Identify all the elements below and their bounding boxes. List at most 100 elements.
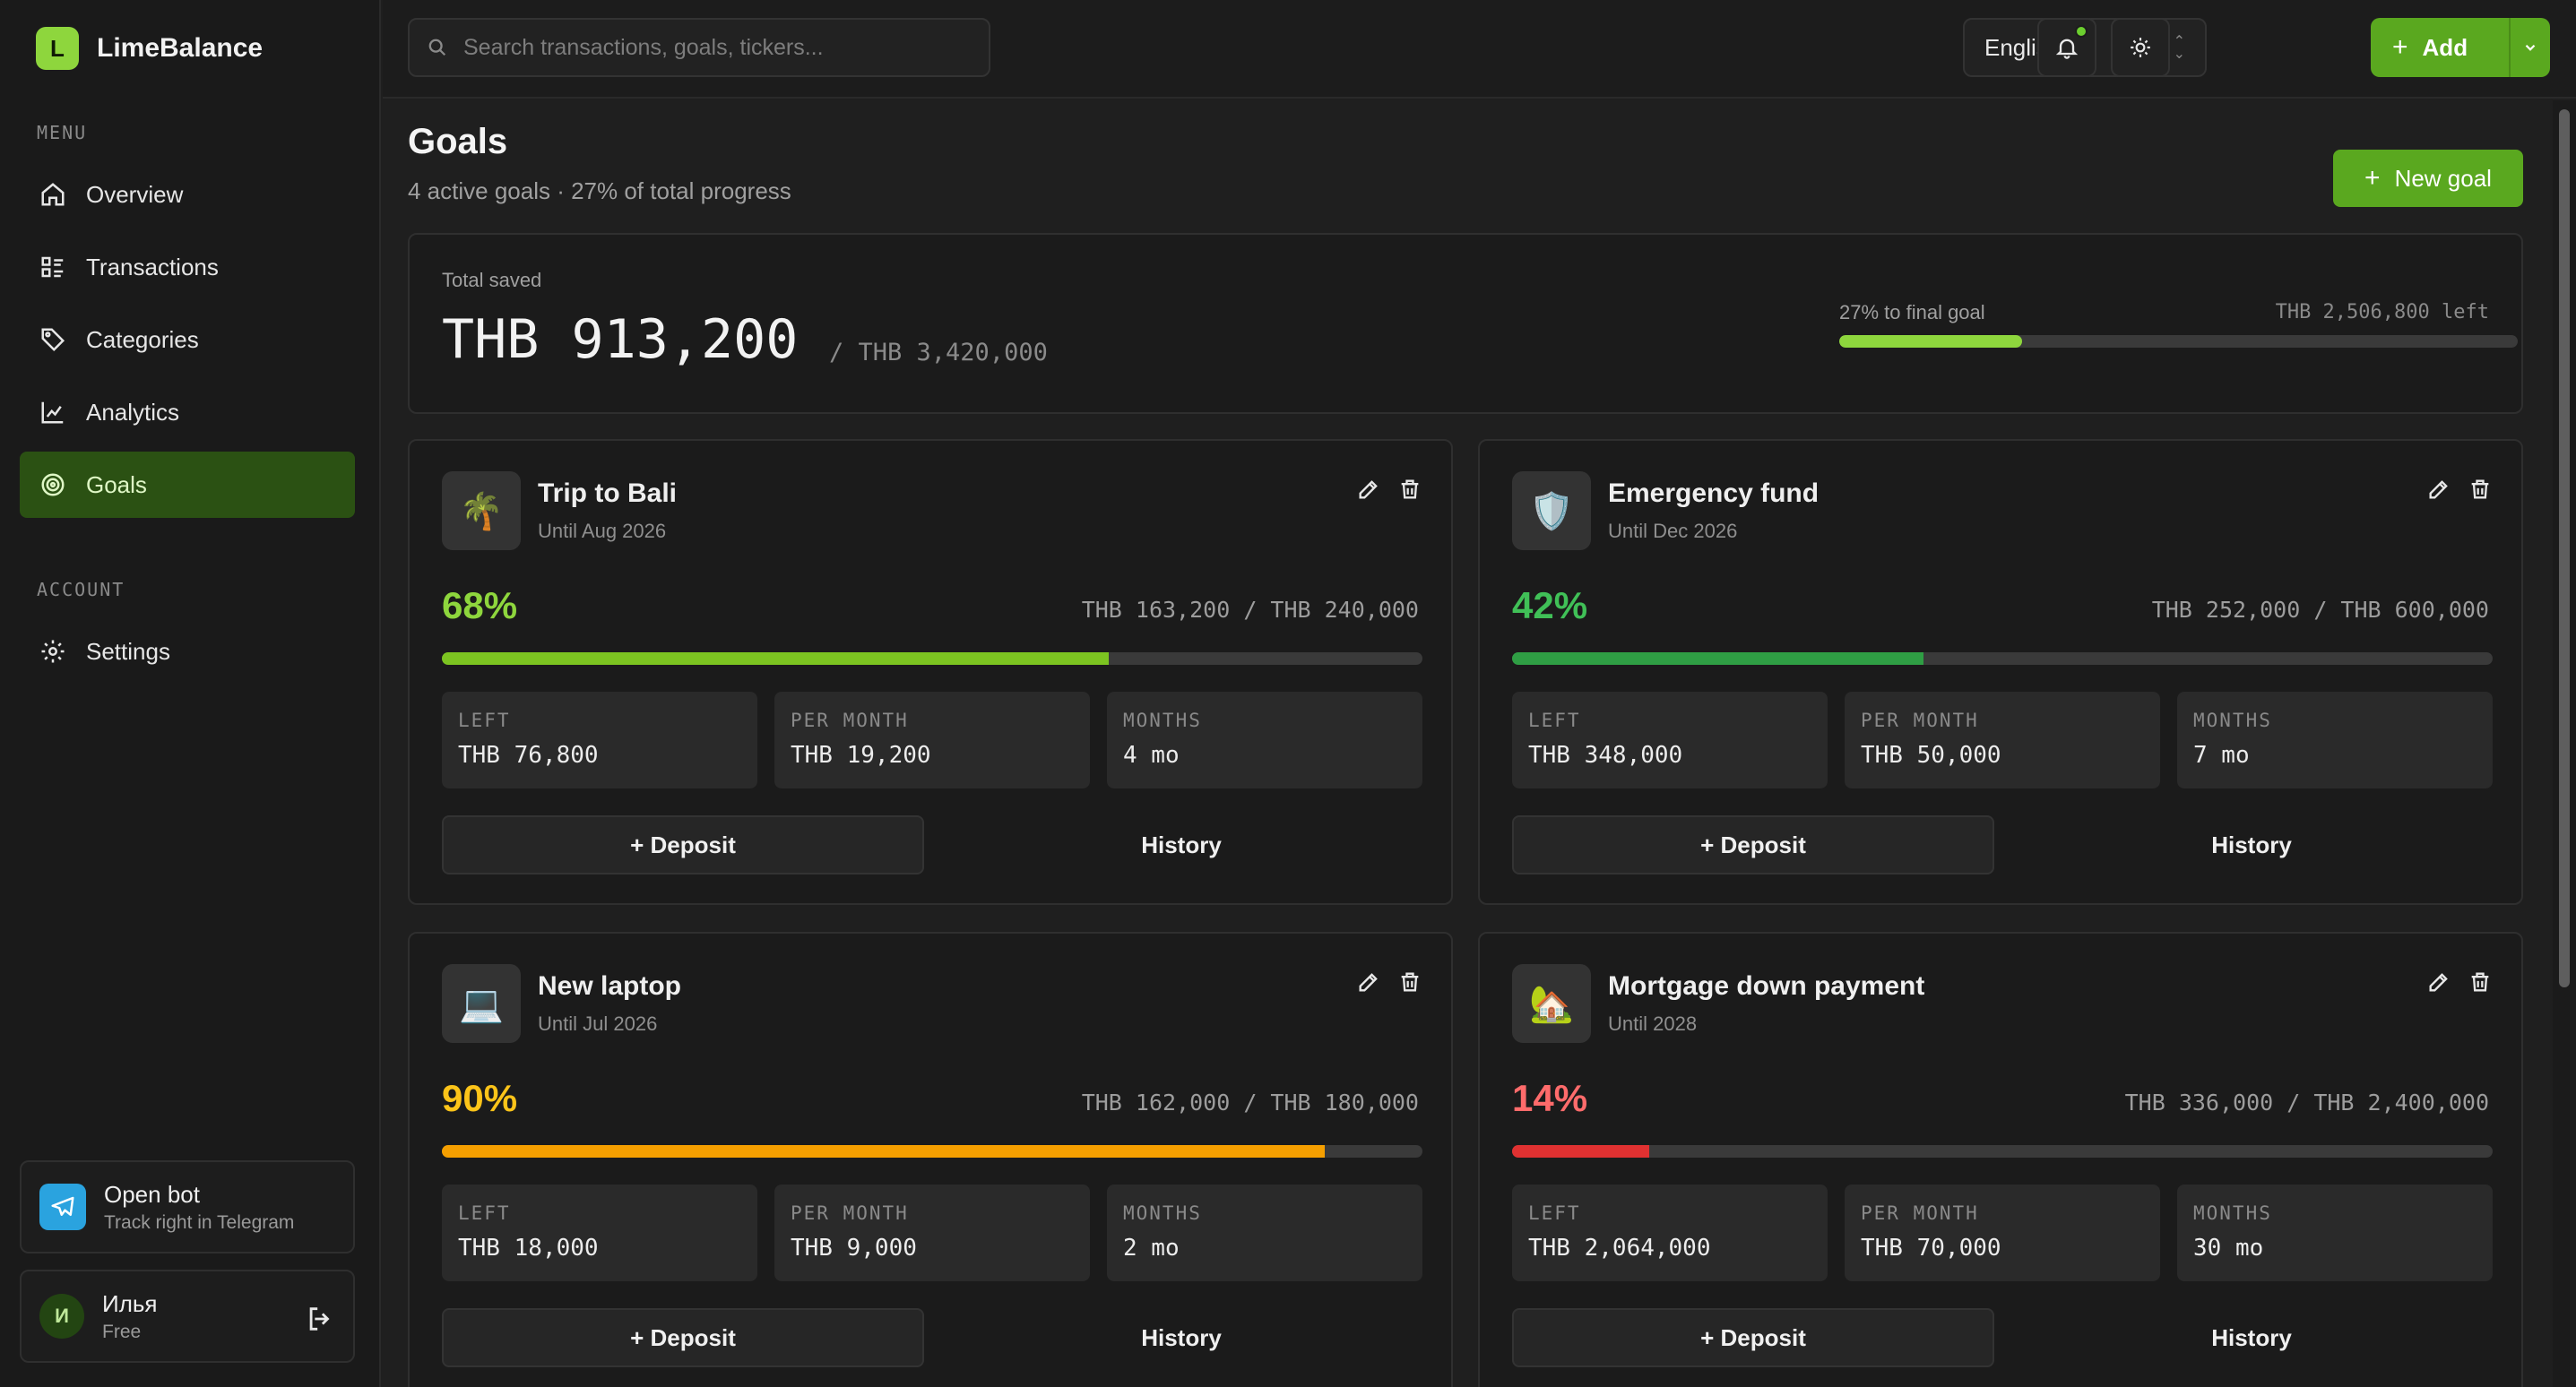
goal-progress-fill (1512, 1145, 1650, 1158)
user-name: Илья (102, 1289, 158, 1317)
goal-name: New laptop (538, 971, 682, 1001)
deposit-button[interactable]: + Deposit (442, 815, 924, 874)
deposit-button[interactable]: + Deposit (1512, 1308, 1994, 1367)
search-input[interactable]: Search transactions, goals, tickers... (408, 18, 990, 77)
sidebar-item-goals[interactable]: Goals (20, 452, 355, 518)
goal-emoji-icon: 🛡️ (1512, 471, 1591, 550)
add-dropdown-button[interactable] (2509, 18, 2550, 77)
sidebar-item-transactions[interactable]: Transactions (20, 234, 355, 300)
theme-toggle-button[interactable] (2111, 18, 2170, 77)
sidebar-item-categories[interactable]: Categories (20, 306, 355, 373)
goal-name: Mortgage down payment (1608, 971, 1925, 1001)
edit-icon[interactable] (2426, 477, 2451, 502)
goal-amounts: THB 336,000 / THB 2,400,000 (2124, 1090, 2489, 1116)
goal-amounts: THB 252,000 / THB 600,000 (2151, 597, 2489, 623)
stat-months: MONTHS 4 mo (1107, 692, 1422, 788)
add-button[interactable]: + Add (2371, 18, 2550, 77)
goal-deadline: Until 2028 (1608, 1012, 1698, 1035)
goal-card: 💻 New laptop Until Jul 2026 90% THB 162,… (408, 932, 1453, 1387)
add-label: Add (2422, 33, 2468, 61)
sidebar-item-label: Overview (86, 180, 184, 208)
user-plan: Free (102, 1321, 142, 1342)
goal-percent: 90% (442, 1077, 518, 1119)
sidebar-item-label: Goals (86, 470, 147, 498)
deposit-button[interactable]: + Deposit (1512, 815, 1994, 874)
plus-icon: + (2392, 32, 2408, 62)
goal-card: 🛡️ Emergency fund Until Dec 2026 42% THB… (1478, 439, 2523, 905)
trash-icon[interactable] (2468, 477, 2493, 502)
history-button[interactable]: History (2211, 831, 2292, 858)
goal-progress-bar (1512, 1145, 2493, 1158)
goal-progress-bar (1512, 652, 2493, 665)
total-left-text: THB 2,506,800 left (2275, 301, 2489, 323)
list-icon (41, 256, 64, 278)
sidebar-item-settings[interactable]: Settings (20, 618, 355, 685)
new-goal-button[interactable]: + New goal (2333, 150, 2523, 207)
chart-icon (41, 401, 64, 424)
scrollbar-thumb[interactable] (2559, 109, 2570, 987)
sidebar-item-label: Transactions (86, 253, 219, 280)
bot-subtitle: Track right in Telegram (104, 1211, 295, 1233)
sidebar-item-overview[interactable]: Overview (20, 161, 355, 228)
goal-deadline: Until Aug 2026 (538, 520, 667, 542)
total-label: Total saved (442, 269, 542, 291)
goal-progress-bar (442, 652, 1422, 665)
edit-icon[interactable] (1356, 969, 1381, 995)
brand[interactable]: L LimeBalance (36, 27, 263, 70)
goal-card: 🌴 Trip to Bali Until Aug 2026 68% THB 16… (408, 439, 1453, 905)
plus-icon: + (2364, 163, 2381, 193)
stat-per-month: PER MONTH THB 70,000 (1845, 1185, 2160, 1281)
stat-months: MONTHS 7 mo (2177, 692, 2493, 788)
goal-emoji-icon: 🌴 (442, 471, 521, 550)
history-button[interactable]: History (2211, 1323, 2292, 1351)
sidebar: L LimeBalance MENU Overview Transactions… (0, 0, 381, 1387)
main-content: Goals 4 active goals · 27% of total prog… (383, 100, 2552, 1387)
page-subtitle: 4 active goals · 27% of total progress (408, 177, 791, 204)
notifications-button[interactable] (2037, 18, 2096, 77)
chevron-down-icon (2525, 44, 2536, 51)
trash-icon[interactable] (2468, 969, 2493, 995)
deposit-button[interactable]: + Deposit (442, 1308, 924, 1367)
goal-amounts: THB 162,000 / THB 180,000 (1081, 1090, 1419, 1116)
search-icon (428, 39, 446, 56)
bot-title: Open bot (104, 1180, 200, 1208)
stat-left: LEFT THB 348,000 (1512, 692, 1828, 788)
stat-months: MONTHS 30 mo (2177, 1185, 2493, 1281)
menu-section-label: MENU (37, 122, 88, 143)
app-logo: L (36, 27, 79, 70)
goal-progress-fill (442, 652, 1109, 665)
trash-icon[interactable] (1397, 969, 1422, 995)
stat-left: LEFT THB 18,000 (442, 1185, 757, 1281)
account-section-label: ACCOUNT (37, 579, 125, 600)
total-progress-fill (1839, 335, 2023, 348)
sidebar-item-label: Analytics (86, 398, 180, 426)
stat-per-month: PER MONTH THB 50,000 (1845, 692, 2160, 788)
search-placeholder: Search transactions, goals, tickers... (463, 34, 824, 60)
goal-name: Emergency fund (1608, 478, 1820, 508)
goal-name: Trip to Bali (538, 478, 678, 508)
open-bot-card[interactable]: Open bot Track right in Telegram (20, 1160, 355, 1253)
stat-left: LEFT THB 2,064,000 (1512, 1185, 1828, 1281)
notification-dot (2075, 25, 2088, 38)
total-saved-card: Total saved THB 913,200 / THB 3,420,000 … (408, 233, 2523, 414)
topbar: Search transactions, goals, tickers... E… (383, 0, 2576, 99)
goal-deadline: Until Dec 2026 (1608, 520, 1738, 542)
stat-per-month: PER MONTH THB 9,000 (774, 1185, 1090, 1281)
total-progress-bar (1839, 335, 2518, 348)
goal-progress-bar (442, 1145, 1422, 1158)
history-button[interactable]: History (1141, 831, 1222, 858)
page-title: Goals (408, 122, 508, 161)
total-amount: THB 913,200 (442, 308, 799, 371)
history-button[interactable]: History (1141, 1323, 1222, 1351)
edit-icon[interactable] (2426, 969, 2451, 995)
goal-percent: 42% (1512, 584, 1588, 626)
trash-icon[interactable] (1397, 477, 1422, 502)
add-main-button[interactable]: + Add (2371, 32, 2509, 63)
app-name: LimeBalance (97, 33, 264, 63)
logout-icon[interactable] (305, 1304, 335, 1334)
goal-amounts: THB 163,200 / THB 240,000 (1081, 597, 1419, 623)
goal-percent: 68% (442, 584, 518, 626)
edit-icon[interactable] (1356, 477, 1381, 502)
goal-emoji-icon: 🏡 (1512, 964, 1591, 1043)
sidebar-item-analytics[interactable]: Analytics (20, 379, 355, 445)
